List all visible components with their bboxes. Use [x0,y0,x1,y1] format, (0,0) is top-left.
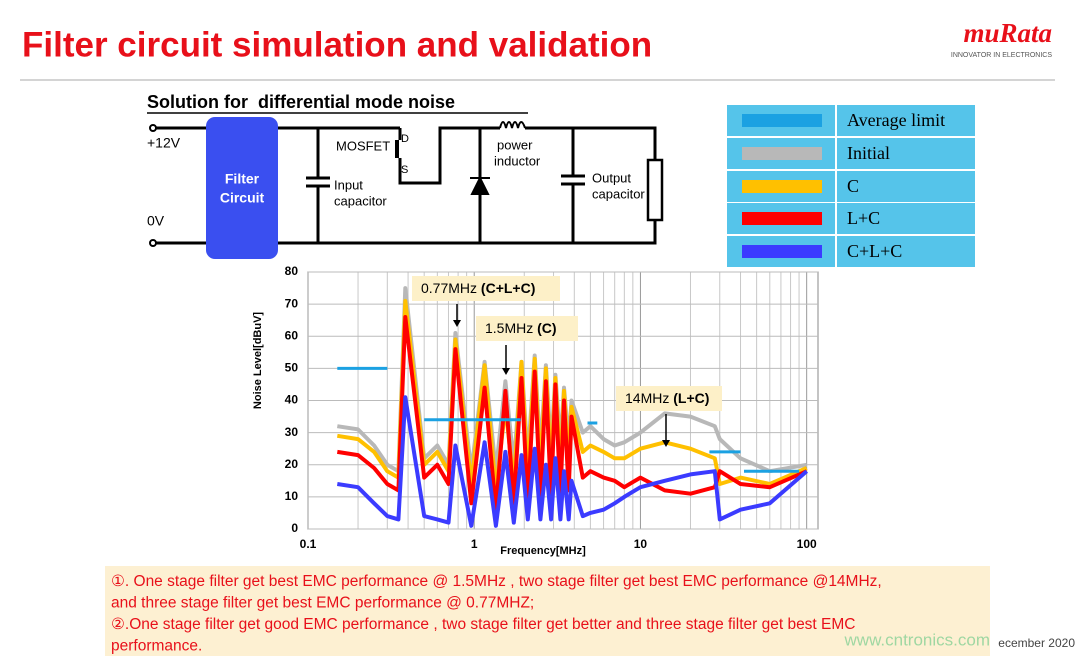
component-label: capacitor [334,193,387,208]
annotation: 14MHz (L+C) [625,390,709,406]
component-label: inductor [494,153,541,168]
logo-tagline: INNOVATOR IN ELECTRONICS [951,52,1052,59]
component-label: Input [334,177,363,192]
logo: muRata [963,18,1052,48]
annotation-text: 0.77MHz [421,280,477,296]
circuit-title: Solution for differential mode noise [147,92,455,112]
series-line [337,366,800,473]
watermark: www.cntronics.com [844,630,990,649]
note-line: performance. [111,638,202,655]
filter-block [206,117,278,259]
component-label: D [401,133,409,145]
terminal [149,239,157,247]
inductor [499,121,526,129]
series-line [336,298,808,493]
component-label: S [401,164,408,176]
legend-label: Average limit [847,110,945,130]
slide-title: Filter circuit simulation and validation [22,25,652,64]
wire [306,128,585,243]
legend-label: C [847,176,859,196]
component-label: capacitor [592,186,645,201]
note-line: and three stage filter get best EMC perf… [111,595,534,612]
mosfet [395,140,399,158]
legend-label: C+L+C [847,241,902,261]
annotation-emphasis: (C+L+C) [481,280,535,296]
resistor [646,158,664,222]
x-tick-label: 0.1 [300,537,317,551]
terminal [149,124,157,132]
filter-label: Circuit [220,190,265,206]
legend-cell [837,203,975,234]
notes-box [105,566,990,656]
x-tick-label: 100 [797,537,817,551]
component-label: MOSFET [336,138,390,153]
annotation: 0.77MHz (C+L+C) [421,280,535,296]
legend-swatch [742,245,822,258]
rail-label: 0V [147,213,165,229]
diode [470,175,490,195]
x-tick-label: 1 [471,537,478,551]
rail-label: +12V [147,135,181,151]
component-label: Output [592,170,631,185]
arrow-head [453,320,461,327]
circuit: Solution for differential mode noise Fil… [147,92,664,259]
x-tick-label: 10 [634,537,648,551]
y-tick-label: 30 [285,425,299,439]
note-line: ①. One stage filter get best EMC perform… [111,573,882,590]
arrow-head [662,440,670,447]
annotation-text: 1.5MHz [485,320,533,336]
annotation-emphasis: (L+C) [673,390,709,406]
legend-swatch [742,114,822,127]
legend-cell [837,105,975,136]
annotation-text: 14MHz [625,390,669,406]
series-line [336,395,809,528]
y-tick-label: 20 [285,457,299,471]
series-line [336,315,808,512]
y-tick-label: 50 [285,361,299,375]
annotation-box [476,316,578,341]
note-line: ②.One stage filter get good EMC performa… [111,616,856,633]
legend-cell [837,171,975,202]
legend-swatch [742,180,822,193]
legend-swatch [742,147,822,160]
y-tick-label: 0 [291,521,298,535]
annotation-box [616,386,722,411]
y-axis-label: Noise Level[dBuV] [252,312,264,410]
legend-cell [837,138,975,169]
legend-cell [837,236,975,267]
y-tick-label: 40 [285,393,299,407]
y-tick-label: 10 [285,489,299,503]
filter-label: Filter [225,171,260,187]
series-line [336,286,808,474]
legend-label: Initial [847,143,890,163]
arrow-head [502,368,510,375]
y-tick-label: 60 [285,328,299,342]
y-tick-label: 80 [285,264,299,278]
annotation: 1.5MHz (C) [485,320,557,336]
component-label: power [497,137,533,152]
legend-swatch [742,212,822,225]
footer-date: ecember 2020 [998,636,1075,650]
annotation-box [412,276,560,301]
y-tick-label: 70 [285,296,299,310]
x-axis-label: Frequency[MHz] [500,545,586,557]
annotation-emphasis: (C) [537,320,556,336]
legend-label: L+C [847,208,880,228]
